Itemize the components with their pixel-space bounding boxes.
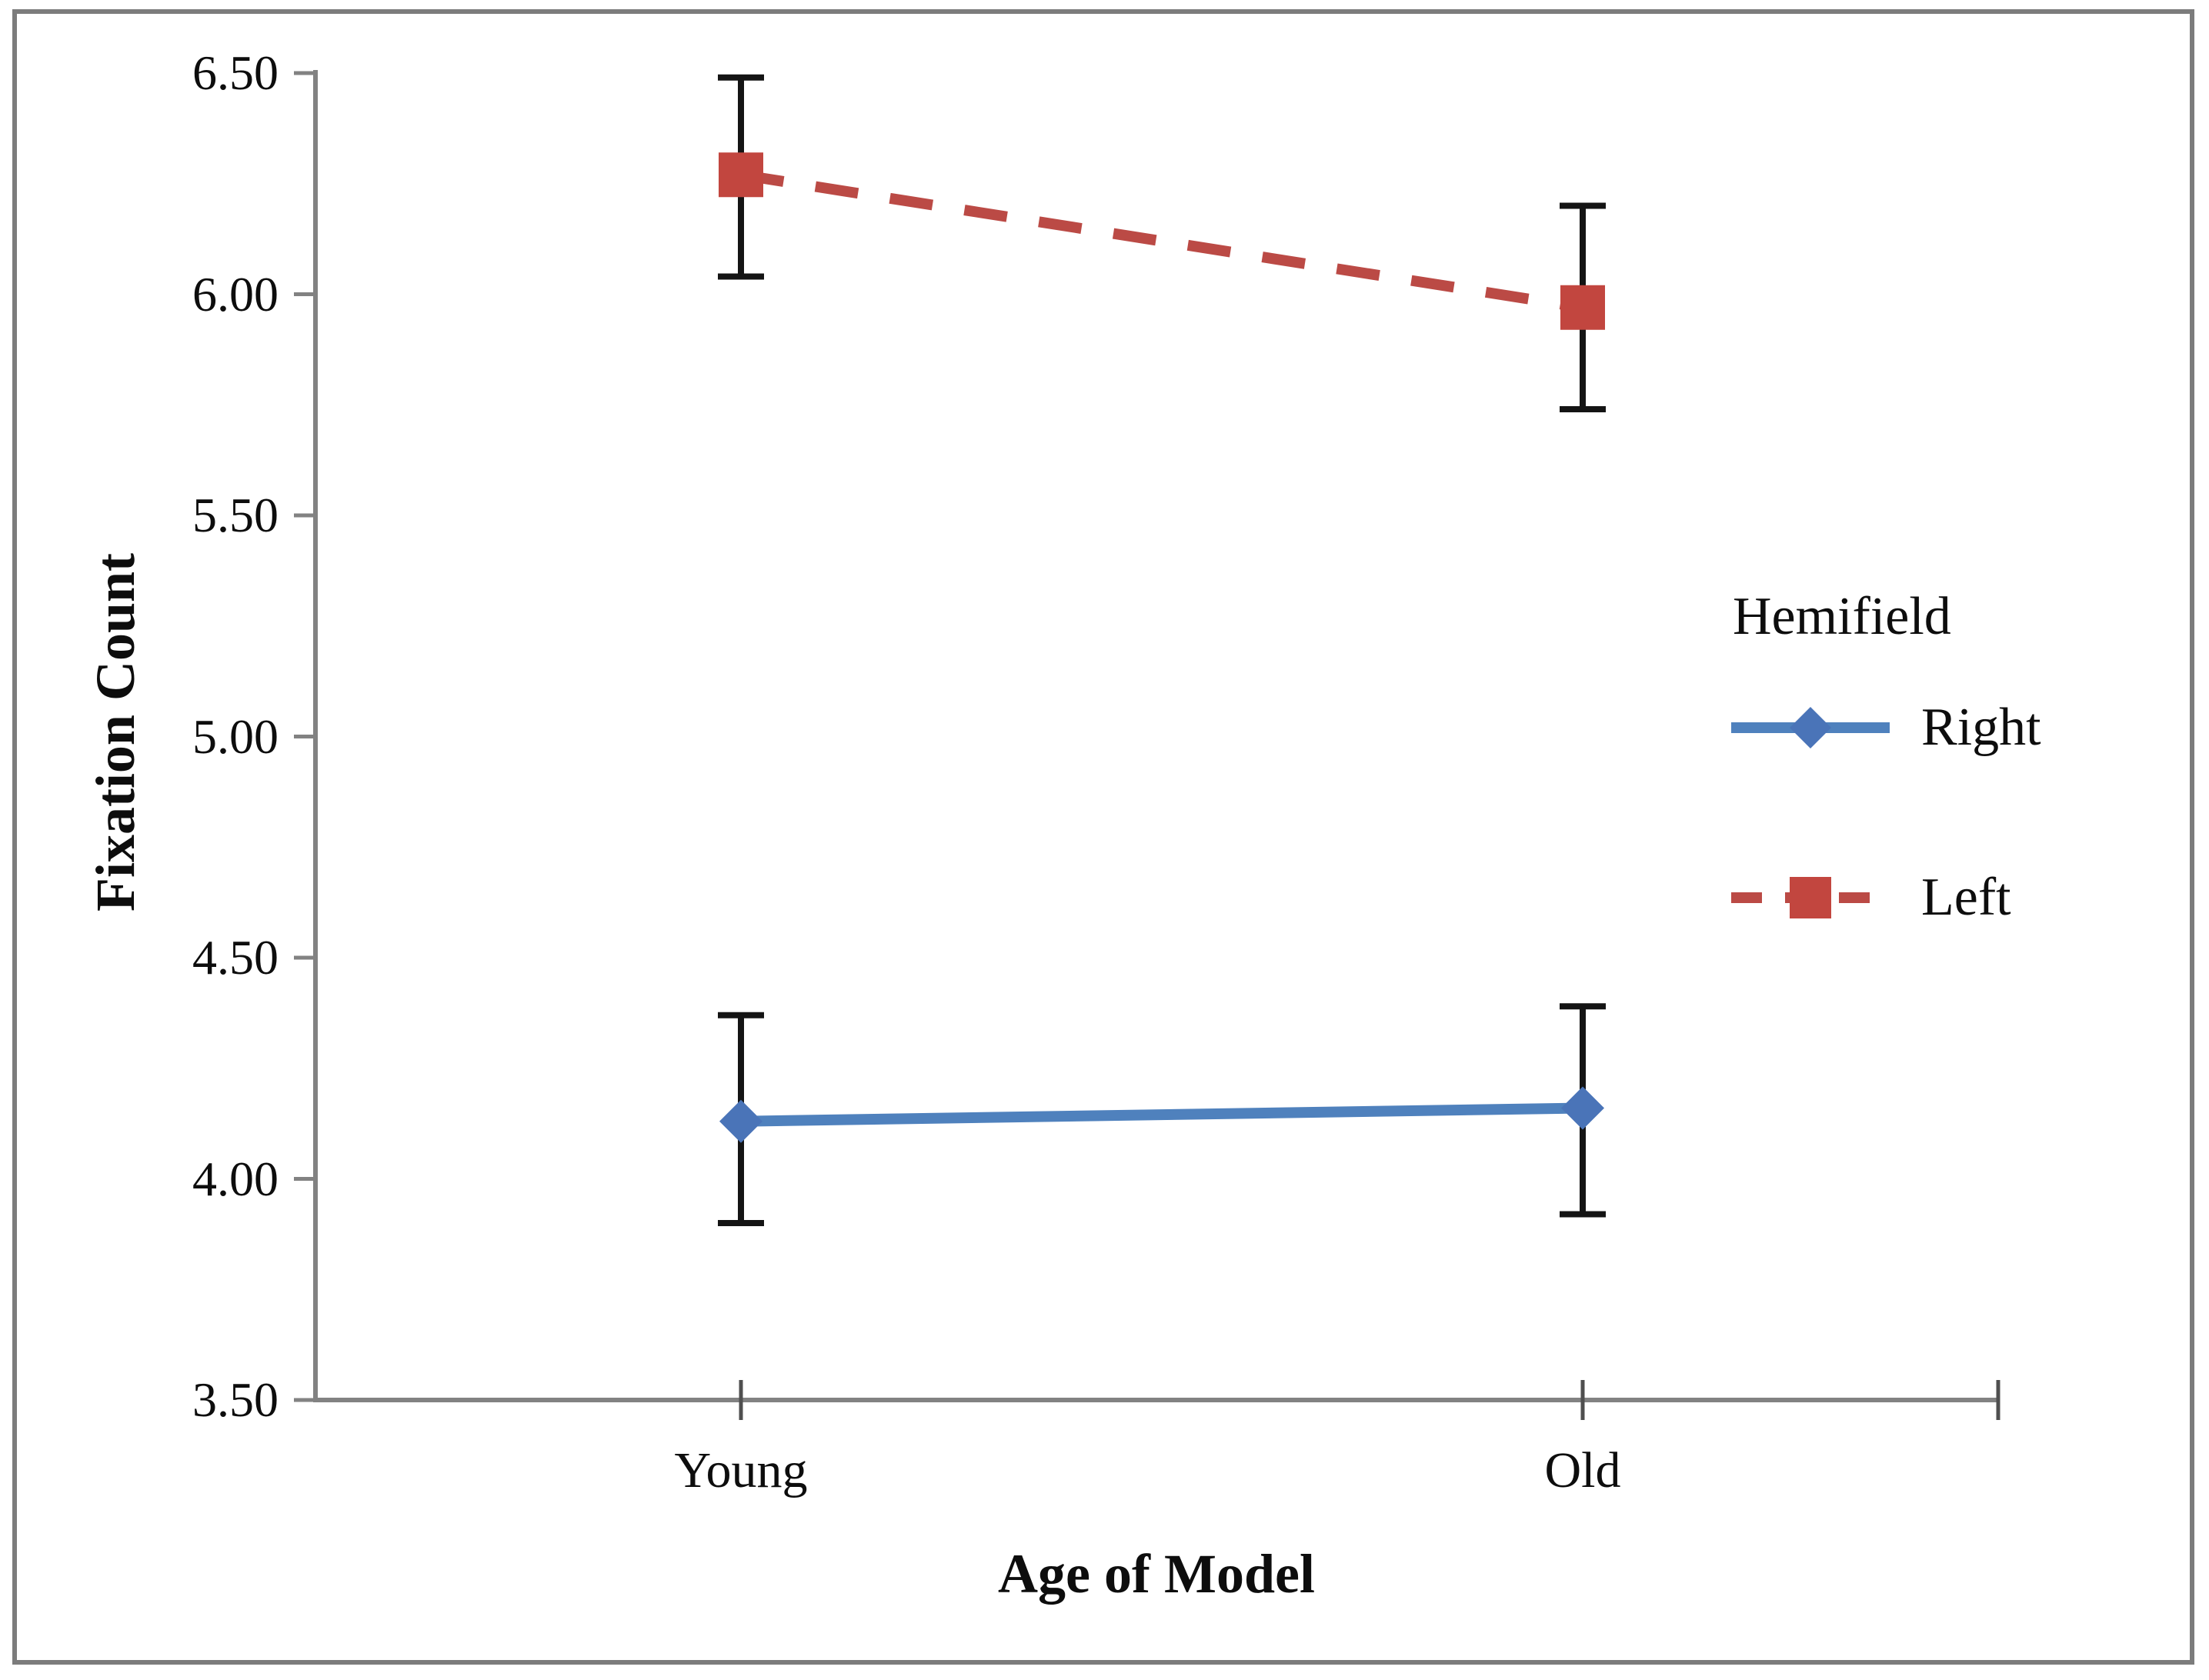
y-tick-label: 4.50: [192, 930, 279, 985]
legend-item-left: Left: [1730, 859, 2011, 936]
y-tick-label: 6.00: [192, 266, 279, 322]
legend-sample-square: [1790, 877, 1831, 918]
legend-item-right: Right: [1730, 689, 2041, 766]
y-tick-label: 5.50: [192, 488, 279, 542]
y-tick-label: 4.00: [192, 1151, 279, 1206]
series-right: [718, 1003, 1606, 1226]
legend-sample-diamond: [1790, 707, 1831, 748]
y-tick-label: 3.50: [192, 1372, 279, 1427]
x-category-label-old: Old: [1544, 1442, 1621, 1498]
x-axis-title: Age of Model: [998, 1543, 1315, 1605]
marker-diamond-old: [1561, 1086, 1604, 1130]
series-left: [718, 74, 1606, 412]
y-tick-label: 6.50: [192, 45, 279, 100]
marker-square-old: [1560, 285, 1605, 330]
legend-label-left: Left: [1921, 868, 2011, 927]
marker-square-young: [719, 152, 763, 198]
legend-left-dashed-square-icon: [1731, 877, 1890, 918]
marker-diamond-young: [719, 1099, 762, 1143]
series-line-right: [740, 1102, 1583, 1127]
legend-label-right: Right: [1921, 698, 2041, 757]
series-line-left: [739, 169, 1584, 313]
legend-title: Hemifield: [1733, 587, 1951, 646]
legend-right-line-diamond-icon: [1731, 707, 1890, 748]
y-tick-label: 5.00: [192, 708, 279, 764]
figure-border: [12, 9, 2194, 1665]
x-category-label-young: Young: [674, 1442, 808, 1498]
